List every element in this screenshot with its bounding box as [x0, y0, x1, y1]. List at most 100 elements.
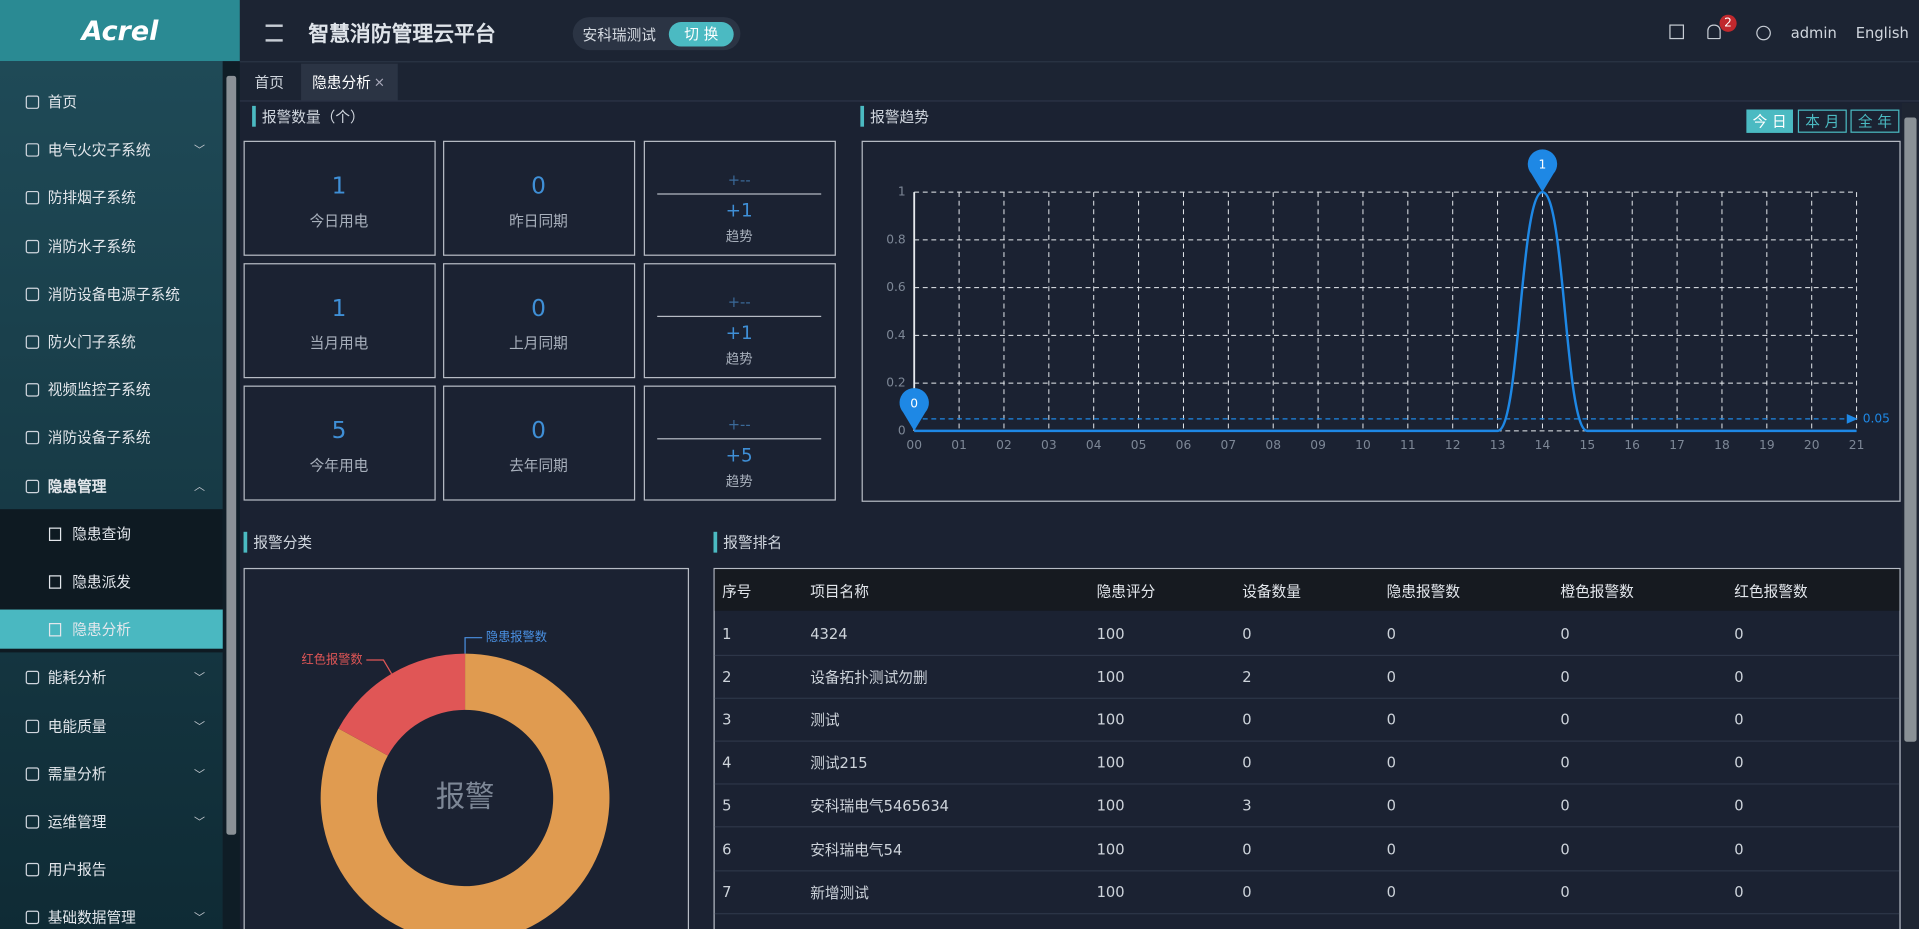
table-cell: 100 [1096, 667, 1125, 686]
section-title: 报警分类 [243, 531, 312, 553]
menu-icon [25, 671, 40, 685]
divider [657, 315, 822, 318]
table-cell: 0 [1386, 754, 1396, 772]
menu-item[interactable]: 能耗分析 [47, 669, 107, 687]
language[interactable]: English [1855, 24, 1909, 42]
tab[interactable]: 隐患分析 [312, 74, 371, 92]
table-cell: 100 [1096, 797, 1125, 815]
stat-label: 当月用电 [309, 334, 369, 352]
menu-item[interactable]: 防火门子系统 [47, 333, 136, 351]
submenu-icon [48, 623, 62, 637]
chevron: ﹀ [193, 817, 206, 830]
table-cell: 3 [722, 710, 732, 729]
chevron: ﹀ [193, 673, 206, 686]
user-name[interactable]: admin [1790, 24, 1837, 42]
table-row [714, 869, 1900, 871]
table-cell: 安科瑞电气54 [810, 840, 903, 859]
submenu-item[interactable]: 隐患派发 [72, 573, 131, 591]
table-cell: 100 [1096, 624, 1125, 642]
table-cell: 新增测试 [810, 883, 869, 902]
trend-label: 趋势 [725, 351, 753, 368]
stat-label: 上月同期 [509, 334, 568, 352]
menu-icon [25, 863, 40, 877]
tab-close[interactable]: × [373, 74, 386, 90]
table-row [714, 783, 1900, 785]
menu-icon [25, 479, 40, 493]
table-cell: 0 [1242, 624, 1252, 642]
chevron: ︿ [193, 481, 206, 494]
menu-item[interactable]: 消防水子系统 [47, 237, 136, 255]
menu-item[interactable]: 用户报告 [47, 861, 107, 879]
table [713, 567, 1901, 929]
chevron: ﹀ [193, 912, 206, 926]
menu-item[interactable]: 消防设备子系统 [47, 429, 151, 447]
submenu-item[interactable]: 隐患分析 [72, 621, 131, 639]
table-cell: 0 [1386, 710, 1396, 729]
menu-item[interactable]: 防排烟子系统 [47, 189, 136, 207]
table-cell: 0 [1560, 883, 1570, 901]
scroll-thumb[interactable] [226, 75, 237, 835]
table-cell: 4 [722, 754, 732, 772]
column-header: 隐患评分 [1096, 583, 1156, 601]
table-cell: 0 [1386, 840, 1396, 858]
table-cell: 0 [1242, 710, 1252, 729]
switch-button[interactable]: 切 换 [668, 22, 734, 47]
table-cell: 3 [1242, 797, 1252, 815]
stat-card [243, 385, 436, 501]
menu-item[interactable]: 电能质量 [47, 717, 107, 735]
logo: Acrel [81, 16, 159, 48]
period-button[interactable]: 今 日 [1746, 109, 1793, 133]
page-scrollbar [1901, 102, 1919, 929]
table-cell: 0 [1560, 754, 1570, 772]
column-header: 橙色报警数 [1560, 583, 1634, 601]
table-cell: 0 [1560, 710, 1570, 729]
chevron: ﹀ [193, 145, 206, 158]
column-header: 项目名称 [810, 583, 869, 601]
table-cell: 0 [1242, 840, 1252, 858]
table-cell: 100 [1096, 754, 1125, 772]
stat-value: 0 [531, 172, 546, 200]
scroll-thumb[interactable] [1904, 117, 1917, 742]
badge-bg [1719, 14, 1737, 32]
menu-item[interactable]: 基础数据管理 [47, 909, 136, 927]
menu-item[interactable]: 视频监控子系统 [47, 381, 151, 399]
table-row [714, 740, 1900, 742]
period-button[interactable]: 全 年 [1850, 109, 1900, 133]
table-cell: 0 [1386, 667, 1396, 686]
stat-value: 5 [331, 417, 347, 445]
table-row [714, 697, 1900, 699]
column-header: 红色报警数 [1734, 583, 1808, 601]
column-header: 隐患报警数 [1386, 583, 1461, 601]
period-button[interactable]: 本 月 [1797, 109, 1847, 133]
column-header: 序号 [722, 583, 752, 601]
table-cell: 4324 [810, 624, 848, 642]
stat-value: 0 [531, 294, 546, 322]
trend-sign: +-- [727, 171, 751, 189]
table-cell: 1 [722, 624, 732, 642]
sidebar [0, 61, 223, 929]
table-cell: 100 [1096, 883, 1125, 901]
submenu-icon [48, 575, 62, 589]
menu-item[interactable]: 隐患管理 [47, 477, 107, 495]
submenu-item[interactable]: 隐患查询 [72, 525, 131, 543]
menu-item[interactable]: 电气火灾子系统 [47, 141, 151, 159]
stat-card [643, 140, 836, 256]
active-item [0, 609, 223, 649]
menu-icon [25, 335, 40, 349]
menu-item[interactable]: 需量分析 [47, 765, 107, 783]
help-icon [1756, 25, 1771, 41]
tab[interactable]: 首页 [254, 74, 284, 92]
stat-value: 1 [331, 294, 347, 322]
menu-item[interactable]: 首页 [47, 93, 78, 111]
table-cell: 7 [722, 883, 732, 901]
menu-item[interactable]: 运维管理 [47, 813, 107, 831]
table-cell: 0 [1734, 754, 1744, 772]
stat-label: 今年用电 [309, 457, 369, 475]
table-cell: 0 [1734, 883, 1744, 901]
trend-panel [861, 140, 1901, 502]
menu-item[interactable]: 消防设备电源子系统 [47, 285, 180, 303]
stat-label: 去年同期 [509, 457, 568, 475]
stat-card [243, 263, 436, 379]
table-cell: 0 [1560, 624, 1570, 642]
